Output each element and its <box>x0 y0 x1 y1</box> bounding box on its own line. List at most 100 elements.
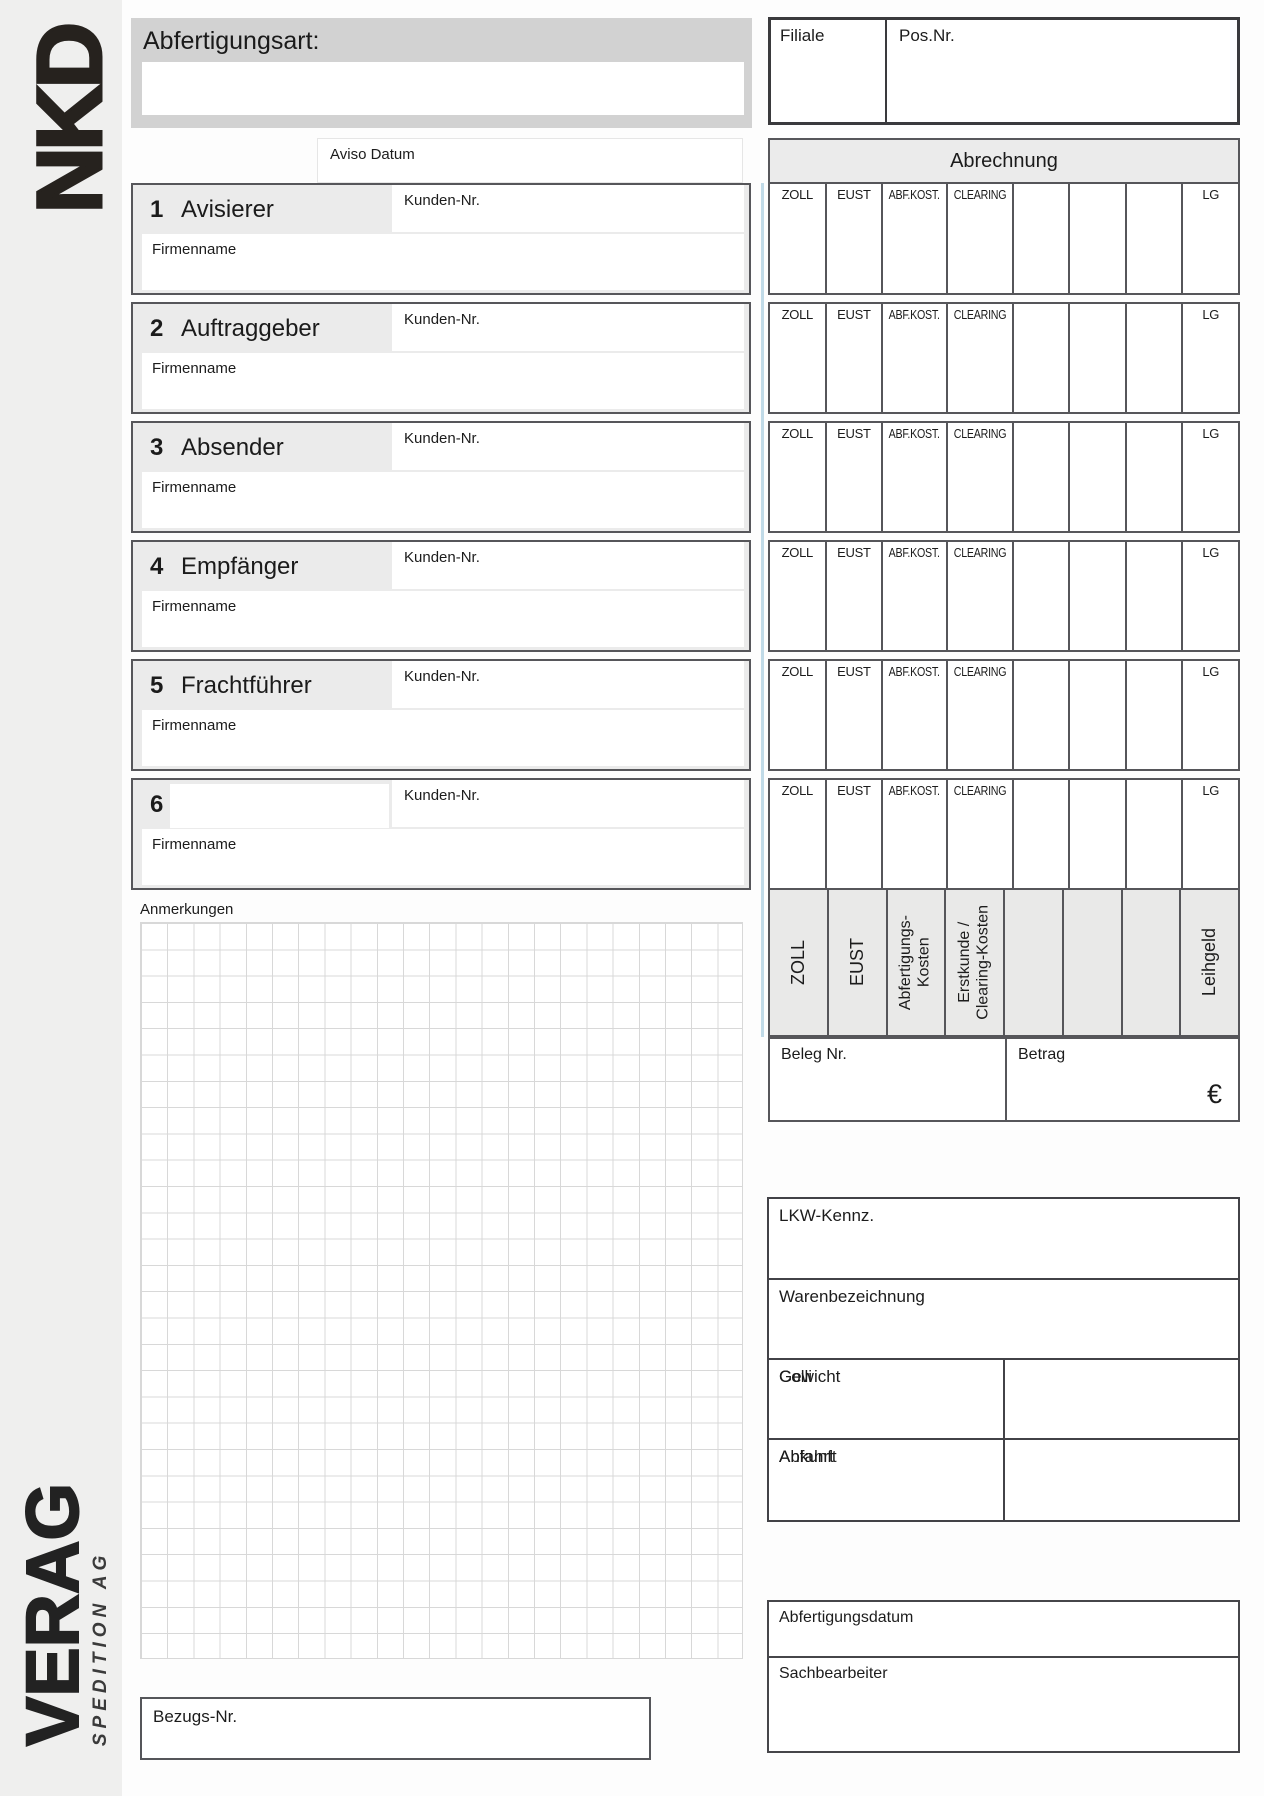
colli-gewicht-row[interactable]: Colli Gewicht <box>769 1358 1238 1438</box>
ankunft-abfahrt-row[interactable]: Ankunft Abfahrt <box>769 1438 1238 1520</box>
kunden-nr-field[interactable]: Kunden-Nr. <box>392 304 744 351</box>
lkw-kennz-field[interactable]: LKW-Kennz. <box>769 1199 1238 1278</box>
kunden-nr-label: Kunden-Nr. <box>404 549 480 566</box>
vertical-label: Abfertigungs- Kosten <box>897 914 933 1011</box>
column-header: EUST <box>837 426 871 441</box>
kunden-nr-field[interactable]: Kunden-Nr. <box>392 661 744 708</box>
column-header <box>1127 780 1182 783</box>
abrechnung-cell[interactable] <box>1127 423 1184 531</box>
abrechnung-cell-zoll[interactable]: ZOLL <box>770 423 827 531</box>
abrechnung-cell[interactable] <box>1127 542 1184 650</box>
abrechnung-cell-clearing[interactable]: CLEARING <box>948 780 1014 888</box>
abrechnung-cell[interactable] <box>1014 184 1071 293</box>
kunden-nr-field[interactable]: Kunden-Nr. <box>392 542 744 589</box>
filiale-label: Filiale <box>780 26 825 45</box>
column-header: ABF.KOST. <box>888 664 940 679</box>
abrechnung-cell[interactable] <box>1070 780 1127 888</box>
abrechnung-cell-eust[interactable]: EUST <box>827 184 884 293</box>
abrechnung-cell-zoll[interactable]: ZOLL <box>770 184 827 293</box>
column-header: ZOLL <box>781 426 814 441</box>
anmerkungen-grid-field[interactable] <box>140 922 743 1659</box>
column-header <box>1014 304 1069 307</box>
party-section: 4 Empfänger Kunden-Nr. Firmenname <box>131 540 751 652</box>
abrechnung-cell-zoll[interactable]: ZOLL <box>770 780 827 888</box>
abrechnung-cell-abfkost[interactable]: ABF.KOST. <box>883 423 948 531</box>
abrechnung-cell[interactable] <box>1127 184 1184 293</box>
betrag-label: Betrag <box>1018 1046 1066 1063</box>
abrechnung-cell-lg[interactable]: LG <box>1183 304 1238 412</box>
column-header: EUST <box>837 545 871 560</box>
abrechnung-cell-eust[interactable]: EUST <box>827 780 884 888</box>
abrechnung-cell[interactable] <box>1014 423 1071 531</box>
abrechnung-cell-clearing[interactable]: CLEARING <box>948 304 1014 412</box>
abrechnung-cell-lg[interactable]: LG <box>1183 184 1238 293</box>
kunden-nr-field[interactable]: Kunden-Nr. <box>392 780 744 827</box>
abrechnung-cell[interactable] <box>1014 542 1071 650</box>
abrechnung-cell-eust[interactable]: EUST <box>827 423 884 531</box>
abrechnung-cell-eust[interactable]: EUST <box>827 304 884 412</box>
filiale-posnr-box[interactable]: Filiale Pos.Nr. <box>768 17 1240 125</box>
firmenname-field[interactable]: Firmenname <box>142 234 744 290</box>
sachbearbeiter-field[interactable]: Sachbearbeiter <box>769 1656 1238 1751</box>
abrechnung-cell-zoll[interactable]: ZOLL <box>770 542 827 650</box>
abrechnung-cell-lg[interactable]: LG <box>1183 423 1238 531</box>
abrechnung-cell-clearing[interactable]: CLEARING <box>948 661 1014 769</box>
firmenname-field[interactable]: Firmenname <box>142 710 744 766</box>
abfertigungsart-field[interactable] <box>142 62 744 115</box>
kunden-nr-field[interactable]: Kunden-Nr. <box>392 185 744 232</box>
column-header <box>1070 542 1125 545</box>
abrechnung-cell[interactable] <box>1070 661 1127 769</box>
abrechnung-cell[interactable] <box>1070 423 1127 531</box>
abrechnung-cell-zoll[interactable]: ZOLL <box>770 304 827 412</box>
abrechnung-cell[interactable] <box>1014 780 1071 888</box>
abrechnung-cell-abfkost[interactable]: ABF.KOST. <box>883 661 948 769</box>
abrechnung-cell-eust[interactable]: EUST <box>827 661 884 769</box>
abfertigungsdatum-field[interactable]: Abfertigungsdatum <box>769 1602 1238 1656</box>
shipment-details-box: LKW-Kennz. Warenbezeichnung Colli Gewich… <box>767 1197 1240 1522</box>
abrechnung-vertical-labels: ZOLL EUST Abfertigungs- Kosten Erstkunde / … <box>768 888 1240 1037</box>
column-header: CLEARING <box>953 664 1006 679</box>
column-header <box>1127 423 1182 426</box>
abrechnung-cell-abfkost[interactable]: ABF.KOST. <box>883 780 948 888</box>
registration-line <box>761 183 764 1037</box>
kunden-nr-label: Kunden-Nr. <box>404 787 480 804</box>
firmenname-field[interactable]: Firmenname <box>142 829 744 885</box>
abrechnung-cell[interactable] <box>1070 542 1127 650</box>
aviso-datum-field[interactable]: Aviso Datum <box>317 138 743 183</box>
brand-sidebar: NKD VERAG SPEDITION AG <box>0 0 123 1796</box>
column-header: CLEARING <box>953 783 1006 798</box>
abrechnung-cell[interactable] <box>1014 304 1071 412</box>
warenbezeichnung-label: Warenbezeichnung <box>779 1287 925 1306</box>
column-header <box>1070 423 1125 426</box>
abrechnung-cell-abfkost[interactable]: ABF.KOST. <box>883 304 948 412</box>
abrechnung-cell-clearing[interactable]: CLEARING <box>948 184 1014 293</box>
abrechnung-cell[interactable] <box>1127 780 1184 888</box>
firmenname-field[interactable]: Firmenname <box>142 472 744 528</box>
abrechnung-cell-clearing[interactable]: CLEARING <box>948 423 1014 531</box>
firmenname-field[interactable]: Firmenname <box>142 353 744 409</box>
abrechnung-cell-eust[interactable]: EUST <box>827 542 884 650</box>
section-name-field[interactable] <box>170 784 389 828</box>
abrechnung-cell-abfkost[interactable]: ABF.KOST. <box>883 542 948 650</box>
abrechnung-cell-lg[interactable]: LG <box>1183 542 1238 650</box>
kunden-nr-field[interactable]: Kunden-Nr. <box>392 423 744 470</box>
beleg-betrag-box[interactable]: Beleg Nr. Betrag € <box>768 1037 1240 1122</box>
abrechnung-cell-clearing[interactable]: CLEARING <box>948 542 1014 650</box>
abrechnung-cell-lg[interactable]: LG <box>1183 661 1238 769</box>
abrechnung-cell-lg[interactable]: LG <box>1183 780 1238 888</box>
abrechnung-cell-abfkost[interactable]: ABF.KOST. <box>883 184 948 293</box>
abrechnung-row: ZOLL EUST ABF.KOST. CLEARING LG <box>768 540 1240 652</box>
vertical-label: Leihgeld <box>1199 928 1220 997</box>
abrechnung-cell[interactable] <box>1127 661 1184 769</box>
abrechnung-cell[interactable] <box>1070 184 1127 293</box>
abrechnung-cell[interactable] <box>1014 661 1071 769</box>
abrechnung-cell-zoll[interactable]: ZOLL <box>770 661 827 769</box>
anmerkungen-label: Anmerkungen <box>140 901 234 918</box>
firmenname-field[interactable]: Firmenname <box>142 591 744 647</box>
verag-tagline: SPEDITION AG <box>90 1550 112 1746</box>
abrechnung-cell[interactable] <box>1127 304 1184 412</box>
bezugs-nr-field[interactable]: Bezugs-Nr. <box>140 1697 651 1760</box>
warenbezeichnung-field[interactable]: Warenbezeichnung <box>769 1278 1238 1358</box>
abrechnung-cell[interactable] <box>1070 304 1127 412</box>
party-section: 3 Absender Kunden-Nr. Firmenname <box>131 421 751 533</box>
